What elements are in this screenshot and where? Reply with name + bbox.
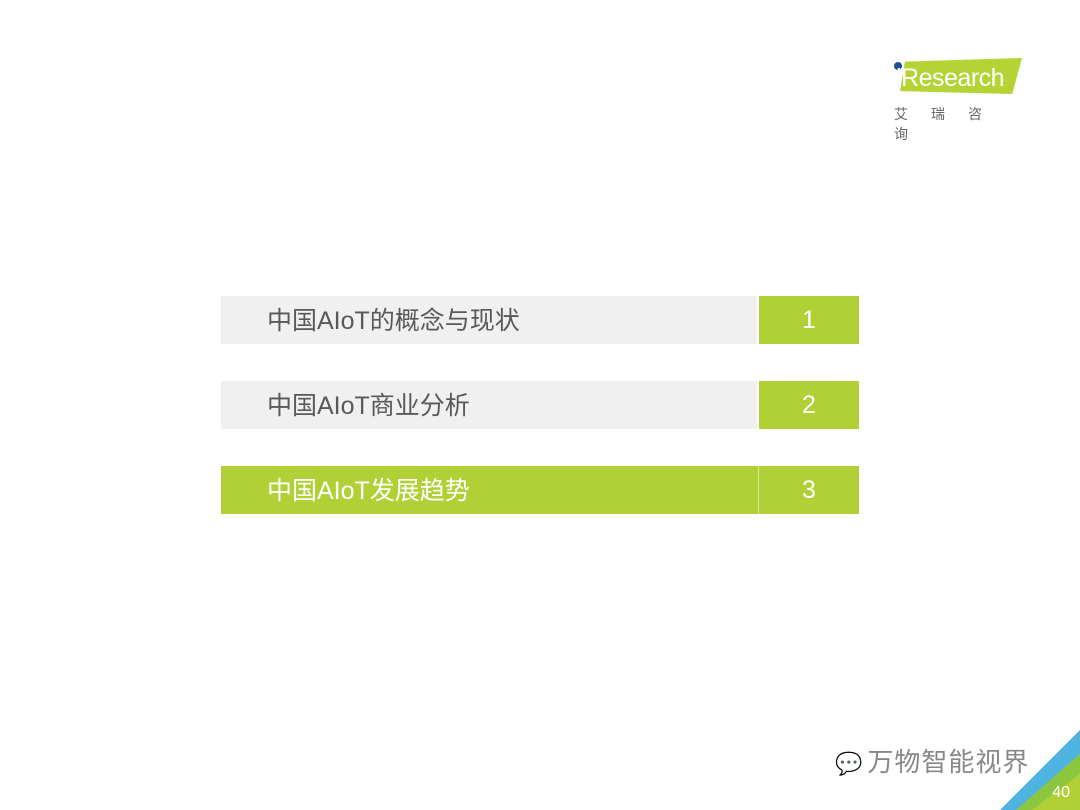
agenda-item-label: 中国AIoT商业分析: [221, 381, 757, 429]
logo-brand-cn: 艾瑞咨询: [894, 106, 1005, 142]
page-number: 40: [1052, 784, 1070, 801]
agenda-item-2[interactable]: 中国AIoT商业分析 2: [221, 381, 859, 429]
watermark-text: 万物智能视界: [867, 747, 1030, 777]
agenda-item-number: 3: [758, 466, 859, 514]
agenda-item-1[interactable]: 中国AIoT的概念与现状 1: [221, 296, 859, 344]
agenda-item-label: 中国AIoT发展趋势: [221, 466, 758, 514]
wechat-watermark: 💬 万物智能视界: [835, 742, 1029, 779]
agenda-item-number: 2: [759, 381, 859, 429]
wechat-icon: 💬: [835, 751, 864, 776]
agenda-item-label: 中国AIoT的概念与现状: [221, 296, 757, 344]
logo-brand: iResearch: [896, 64, 1005, 92]
logo-dot-icon: [894, 62, 902, 70]
agenda-item-3-active[interactable]: 中国AIoT发展趋势 3: [221, 466, 859, 514]
logo-banner: [900, 58, 1022, 94]
agenda-item-number: 1: [759, 296, 859, 344]
iresearch-logo: iResearch 艾瑞咨询: [890, 56, 1030, 142]
corner-decoration: 40: [1000, 730, 1080, 810]
